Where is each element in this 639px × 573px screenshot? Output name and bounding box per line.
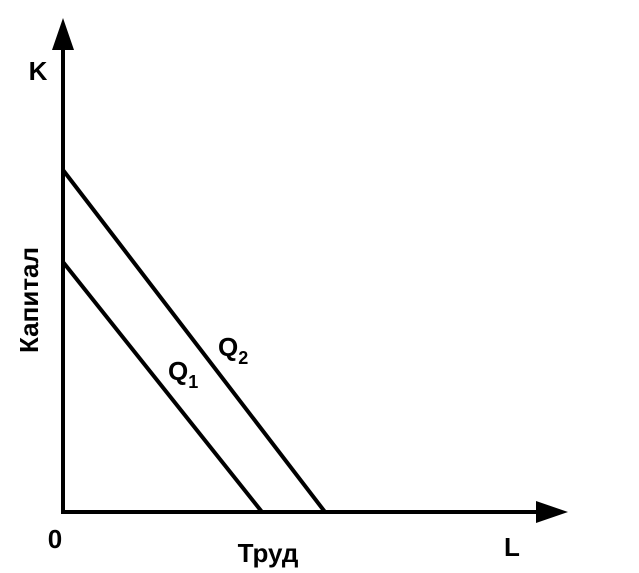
curve-label: Q1 bbox=[168, 356, 198, 392]
curve-label: Q2 bbox=[218, 332, 248, 368]
x-axis-label: Труд bbox=[238, 538, 299, 568]
isoquant-q1 bbox=[61, 260, 264, 514]
y-symbol: K bbox=[29, 56, 48, 86]
x-symbol: L bbox=[504, 532, 520, 562]
y-axis-label: Капитал bbox=[14, 247, 44, 353]
x-axis-arrow bbox=[536, 501, 568, 523]
origin-label: 0 bbox=[48, 524, 62, 554]
y-axis-arrow bbox=[52, 18, 74, 50]
curve-subscript: 2 bbox=[238, 348, 248, 368]
isoquant-q2 bbox=[61, 168, 327, 514]
curve-letter: Q bbox=[218, 332, 238, 362]
curve-letter: Q bbox=[168, 356, 188, 386]
curve-subscript: 1 bbox=[188, 372, 198, 392]
